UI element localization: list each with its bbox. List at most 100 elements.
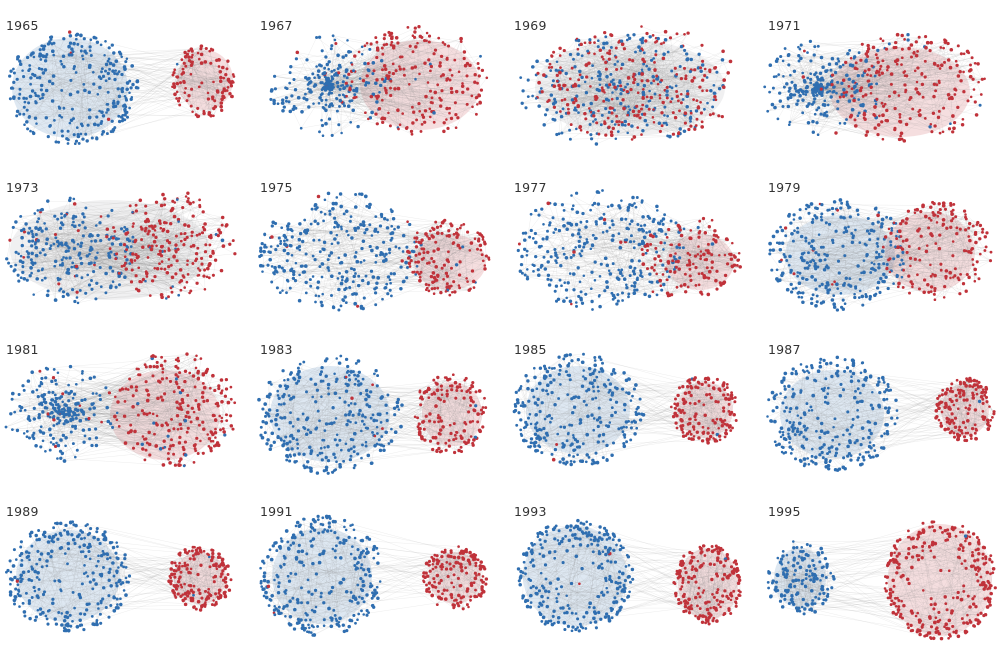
- party-a-node: [40, 278, 44, 282]
- party-a-node: [330, 69, 334, 73]
- party-a-node: [632, 272, 637, 276]
- party-b-node: [229, 84, 234, 88]
- party-b-node: [948, 65, 953, 70]
- party-b-node: [467, 438, 471, 442]
- party-a-node: [290, 447, 294, 451]
- party-a-node: [100, 133, 104, 136]
- party-a-node: [360, 246, 364, 251]
- party-a-node: [834, 229, 838, 233]
- party-a-node: [72, 220, 75, 224]
- party-a-node: [828, 208, 831, 212]
- party-a-node: [370, 110, 374, 115]
- party-b-node: [643, 244, 648, 248]
- party-b-node: [661, 273, 665, 276]
- party-b-node: [417, 252, 422, 256]
- party-b-node: [712, 98, 716, 102]
- party-a-node: [13, 410, 17, 414]
- party-a-node: [556, 297, 561, 301]
- party-b-node: [213, 430, 218, 435]
- party-a-node: [51, 406, 56, 410]
- party-a-node: [27, 239, 31, 243]
- party-a-node: [286, 251, 290, 256]
- party-b-node: [971, 77, 975, 81]
- party-a-node: [666, 114, 669, 118]
- party-a-node: [880, 249, 885, 254]
- party-a-node: [53, 393, 57, 397]
- party-a-node: [804, 93, 808, 96]
- party-a-node: [630, 203, 634, 208]
- party-a-node: [584, 292, 588, 296]
- party-a-node: [771, 234, 776, 239]
- party-a-node: [100, 420, 103, 424]
- party-a-node: [60, 62, 64, 66]
- party-a-node: [787, 89, 791, 93]
- party-b-node: [721, 49, 725, 54]
- party-a-node: [898, 263, 902, 267]
- party-b-node: [473, 80, 477, 84]
- party-b-node: [160, 423, 164, 428]
- party-a-node: [104, 386, 108, 390]
- party-b-node: [898, 113, 902, 116]
- party-b-node: [876, 123, 881, 127]
- party-b-node: [953, 121, 957, 125]
- party-b-node: [723, 273, 728, 278]
- party-b-node: [196, 377, 201, 381]
- party-b-node: [684, 290, 688, 294]
- party-b-node: [950, 96, 954, 101]
- party-b-node: [683, 32, 686, 36]
- party-b-node: [375, 40, 379, 44]
- party-b-node: [165, 271, 170, 275]
- party-b-node: [473, 435, 478, 440]
- party-b-node: [464, 422, 468, 426]
- party-a-node: [309, 469, 313, 473]
- party-a-node: [342, 212, 346, 216]
- party-a-node: [870, 267, 874, 271]
- party-b-node: [181, 206, 185, 210]
- party-a-node: [38, 369, 42, 373]
- party-b-node: [201, 451, 205, 455]
- party-a-node: [25, 278, 29, 282]
- party-a-node: [326, 458, 331, 463]
- party-b-node: [129, 280, 134, 284]
- party-a-node: [655, 77, 658, 81]
- party-b-node: [702, 252, 706, 257]
- party-a-node: [269, 380, 272, 384]
- party-b-node: [905, 250, 909, 254]
- party-b-node: [950, 212, 954, 216]
- party-a-node: [76, 242, 80, 246]
- party-b-node: [454, 396, 458, 400]
- party-a-node: [347, 378, 352, 382]
- party-b-node: [183, 379, 187, 384]
- party-b-node: [903, 70, 907, 73]
- party-a-node: [341, 84, 345, 87]
- party-b-node: [900, 33, 904, 38]
- party-a-node: [772, 75, 776, 79]
- party-a-node: [19, 409, 22, 413]
- party-a-node: [840, 81, 844, 85]
- party-b-node: [198, 203, 202, 207]
- party-a-node: [857, 51, 861, 55]
- party-b-node: [436, 83, 440, 87]
- party-a-node: [517, 411, 521, 415]
- party-b-node: [576, 104, 580, 109]
- party-a-node: [290, 229, 294, 233]
- party-a-node: [339, 354, 343, 358]
- party-b-node: [217, 228, 221, 232]
- party-b-node: [679, 284, 683, 288]
- party-b-node: [560, 99, 564, 102]
- party-b-node: [660, 124, 664, 128]
- party-b-node: [583, 111, 587, 116]
- party-b-node: [190, 87, 194, 91]
- party-b-node: [157, 219, 162, 223]
- party-b-node: [173, 463, 177, 467]
- party-a-node: [582, 399, 586, 403]
- party-a-node: [37, 67, 41, 70]
- party-a-node: [542, 364, 547, 368]
- party-a-node: [281, 394, 285, 399]
- party-a-node: [662, 52, 666, 56]
- party-a-node: [712, 83, 716, 87]
- party-a-node: [344, 209, 349, 214]
- party-b-node: [195, 436, 199, 440]
- party-a-node: [617, 268, 621, 272]
- party-b-node: [472, 438, 476, 442]
